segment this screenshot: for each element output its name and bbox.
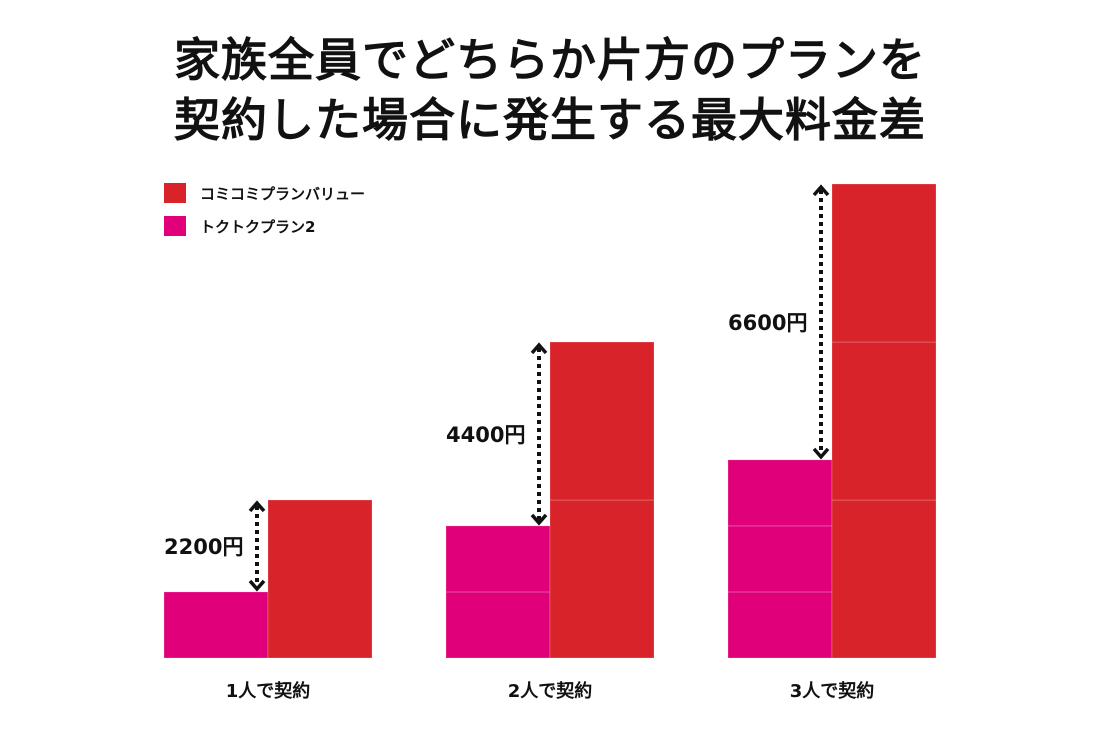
arrow-head-up-3 [812, 184, 830, 197]
legend-label-komikomi: コミコミプランバリュー [200, 184, 366, 203]
bar-tokutoku-3-segment-2 [727, 525, 833, 593]
category-label-1: 1人で契約 [226, 680, 311, 702]
chart-title: 家族全員でどちらか片方のプランを 契約した場合に発生する最大料金差 [0, 30, 1100, 150]
bar-tokutoku-2-segment-1 [445, 591, 551, 659]
bar-komikomi-2-segment-2 [549, 341, 655, 501]
bar-tokutoku-3-segment-3 [727, 459, 833, 527]
legend-item-tokutoku: トクトクプラン2 [164, 215, 315, 237]
arrow-head-down-1 [248, 579, 266, 592]
difference-label-1: 2200円 [164, 535, 243, 559]
category-label-3: 3人で契約 [790, 680, 875, 702]
category-label-2: 2人で契約 [508, 680, 593, 702]
difference-label-2: 4400円 [446, 423, 525, 447]
arrow-head-up-1 [248, 500, 266, 513]
bar-komikomi-3-segment-2 [831, 341, 937, 501]
bar-komikomi-3-segment-3 [831, 183, 937, 343]
bar-tokutoku-2-segment-2 [445, 525, 551, 593]
bar-tokutoku-3-segment-1 [727, 591, 833, 659]
arrow-head-down-2 [530, 513, 548, 526]
difference-label-3: 6600円 [728, 311, 807, 335]
bar-komikomi-3-segment-1 [831, 499, 937, 659]
legend-swatch-komikomi [164, 183, 186, 203]
title-line-2: 契約した場合に発生する最大料金差 [174, 93, 926, 147]
title-line-1: 家族全員でどちらか片方のプランを [174, 33, 926, 87]
arrow-head-up-2 [530, 342, 548, 355]
legend-swatch-tokutoku [164, 216, 186, 236]
bar-tokutoku-1-segment-1 [163, 591, 269, 659]
legend-item-komikomi: コミコミプランバリュー [164, 182, 365, 204]
bar-komikomi-2-segment-1 [549, 499, 655, 659]
bar-komikomi-1-segment-1 [267, 499, 373, 659]
arrow-head-down-3 [812, 447, 830, 460]
legend-label-tokutoku: トクトクプラン2 [200, 217, 316, 236]
